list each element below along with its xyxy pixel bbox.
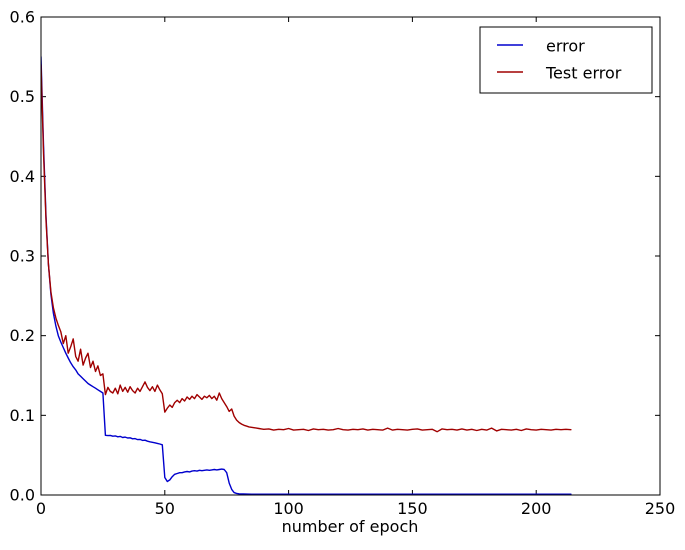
y-tick-label: 0.5 [10,87,35,106]
y-tick-label: 0.1 [10,406,35,425]
axis-ticks: 0 50 100 150 200 250 0.0 0.1 0.2 0.3 0.4 0.5 0.6 [10,8,676,519]
y-tick-label: 0.3 [10,247,35,266]
x-tick-label: 150 [397,499,428,518]
plot-frame [40,16,661,496]
x-tick-label: 100 [273,499,304,518]
y-tick-label: 0.4 [10,167,35,186]
x-tick-label: 250 [645,499,676,518]
legend-label-test-error: Test error [545,64,622,83]
train-error-line [41,56,572,495]
test-error-line [41,64,572,433]
y-tick-label: 0.0 [10,486,35,505]
x-tick-label: 200 [521,499,552,518]
y-tick-label: 0.2 [10,326,35,345]
legend-box [479,26,653,94]
series-lines [41,56,572,495]
legend: error Test error [479,26,653,94]
x-axis-label: number of epoch [282,517,419,536]
y-tick-label: 0.6 [10,8,35,27]
x-tick-label: 50 [155,499,175,518]
plot-area [41,17,660,495]
legend-label-error: error [546,37,585,56]
x-tick-label: 0 [36,499,46,518]
